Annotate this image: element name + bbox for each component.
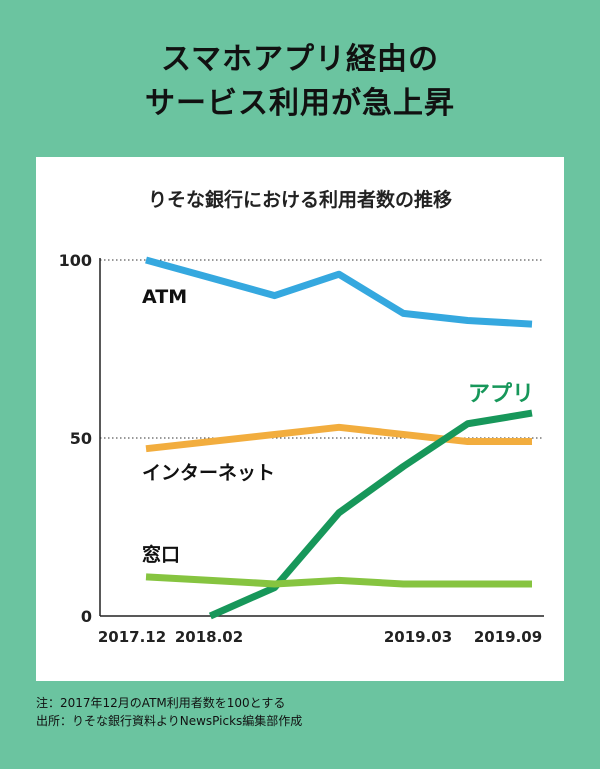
headline: スマホアプリ経由の サービス利用が急上昇: [0, 38, 600, 126]
series-line-アプリ: [208, 409, 533, 620]
x-tick-label: 2018.02: [175, 628, 243, 646]
chart-card: りそな銀行における利用者数の推移 0 50 100 2017.12 2018.02 201…: [36, 157, 564, 681]
source-line: 出所：りそな銀行資料よりNewsPicks編集部作成: [36, 714, 303, 728]
headline-line-2: サービス利用が急上昇: [145, 86, 455, 121]
series-line-インターネット: [145, 423, 532, 453]
series-line-窓口: [145, 573, 532, 588]
chart-title: りそな銀行における利用者数の推移: [147, 189, 452, 211]
line-chart: 0 50 100 2017.12 2018.02 2019.03 2019.09 ATM インタ…: [59, 251, 544, 646]
x-tick-label: 2017.12: [98, 628, 166, 646]
series-label: 窓口: [142, 543, 180, 566]
series-label: ATM: [142, 286, 187, 308]
x-tick-label: 2019.03: [384, 628, 452, 646]
source-notes: 注：2017年12月のATM利用者数を100とする 出所：りそな銀行資料よりNe…: [36, 694, 576, 730]
x-tick-label: 2019.09: [474, 628, 542, 646]
headline-line-1: スマホアプリ経由の: [160, 42, 440, 77]
y-tick-label: 100: [59, 251, 92, 270]
series-label: インターネット: [142, 462, 275, 484]
series-line-ATM: [145, 256, 533, 328]
y-tick-label: 0: [81, 607, 92, 626]
y-tick-label: 50: [70, 429, 92, 448]
series-label: アプリ: [468, 382, 534, 407]
note-line: 注：2017年12月のATM利用者数を100とする: [36, 696, 286, 710]
